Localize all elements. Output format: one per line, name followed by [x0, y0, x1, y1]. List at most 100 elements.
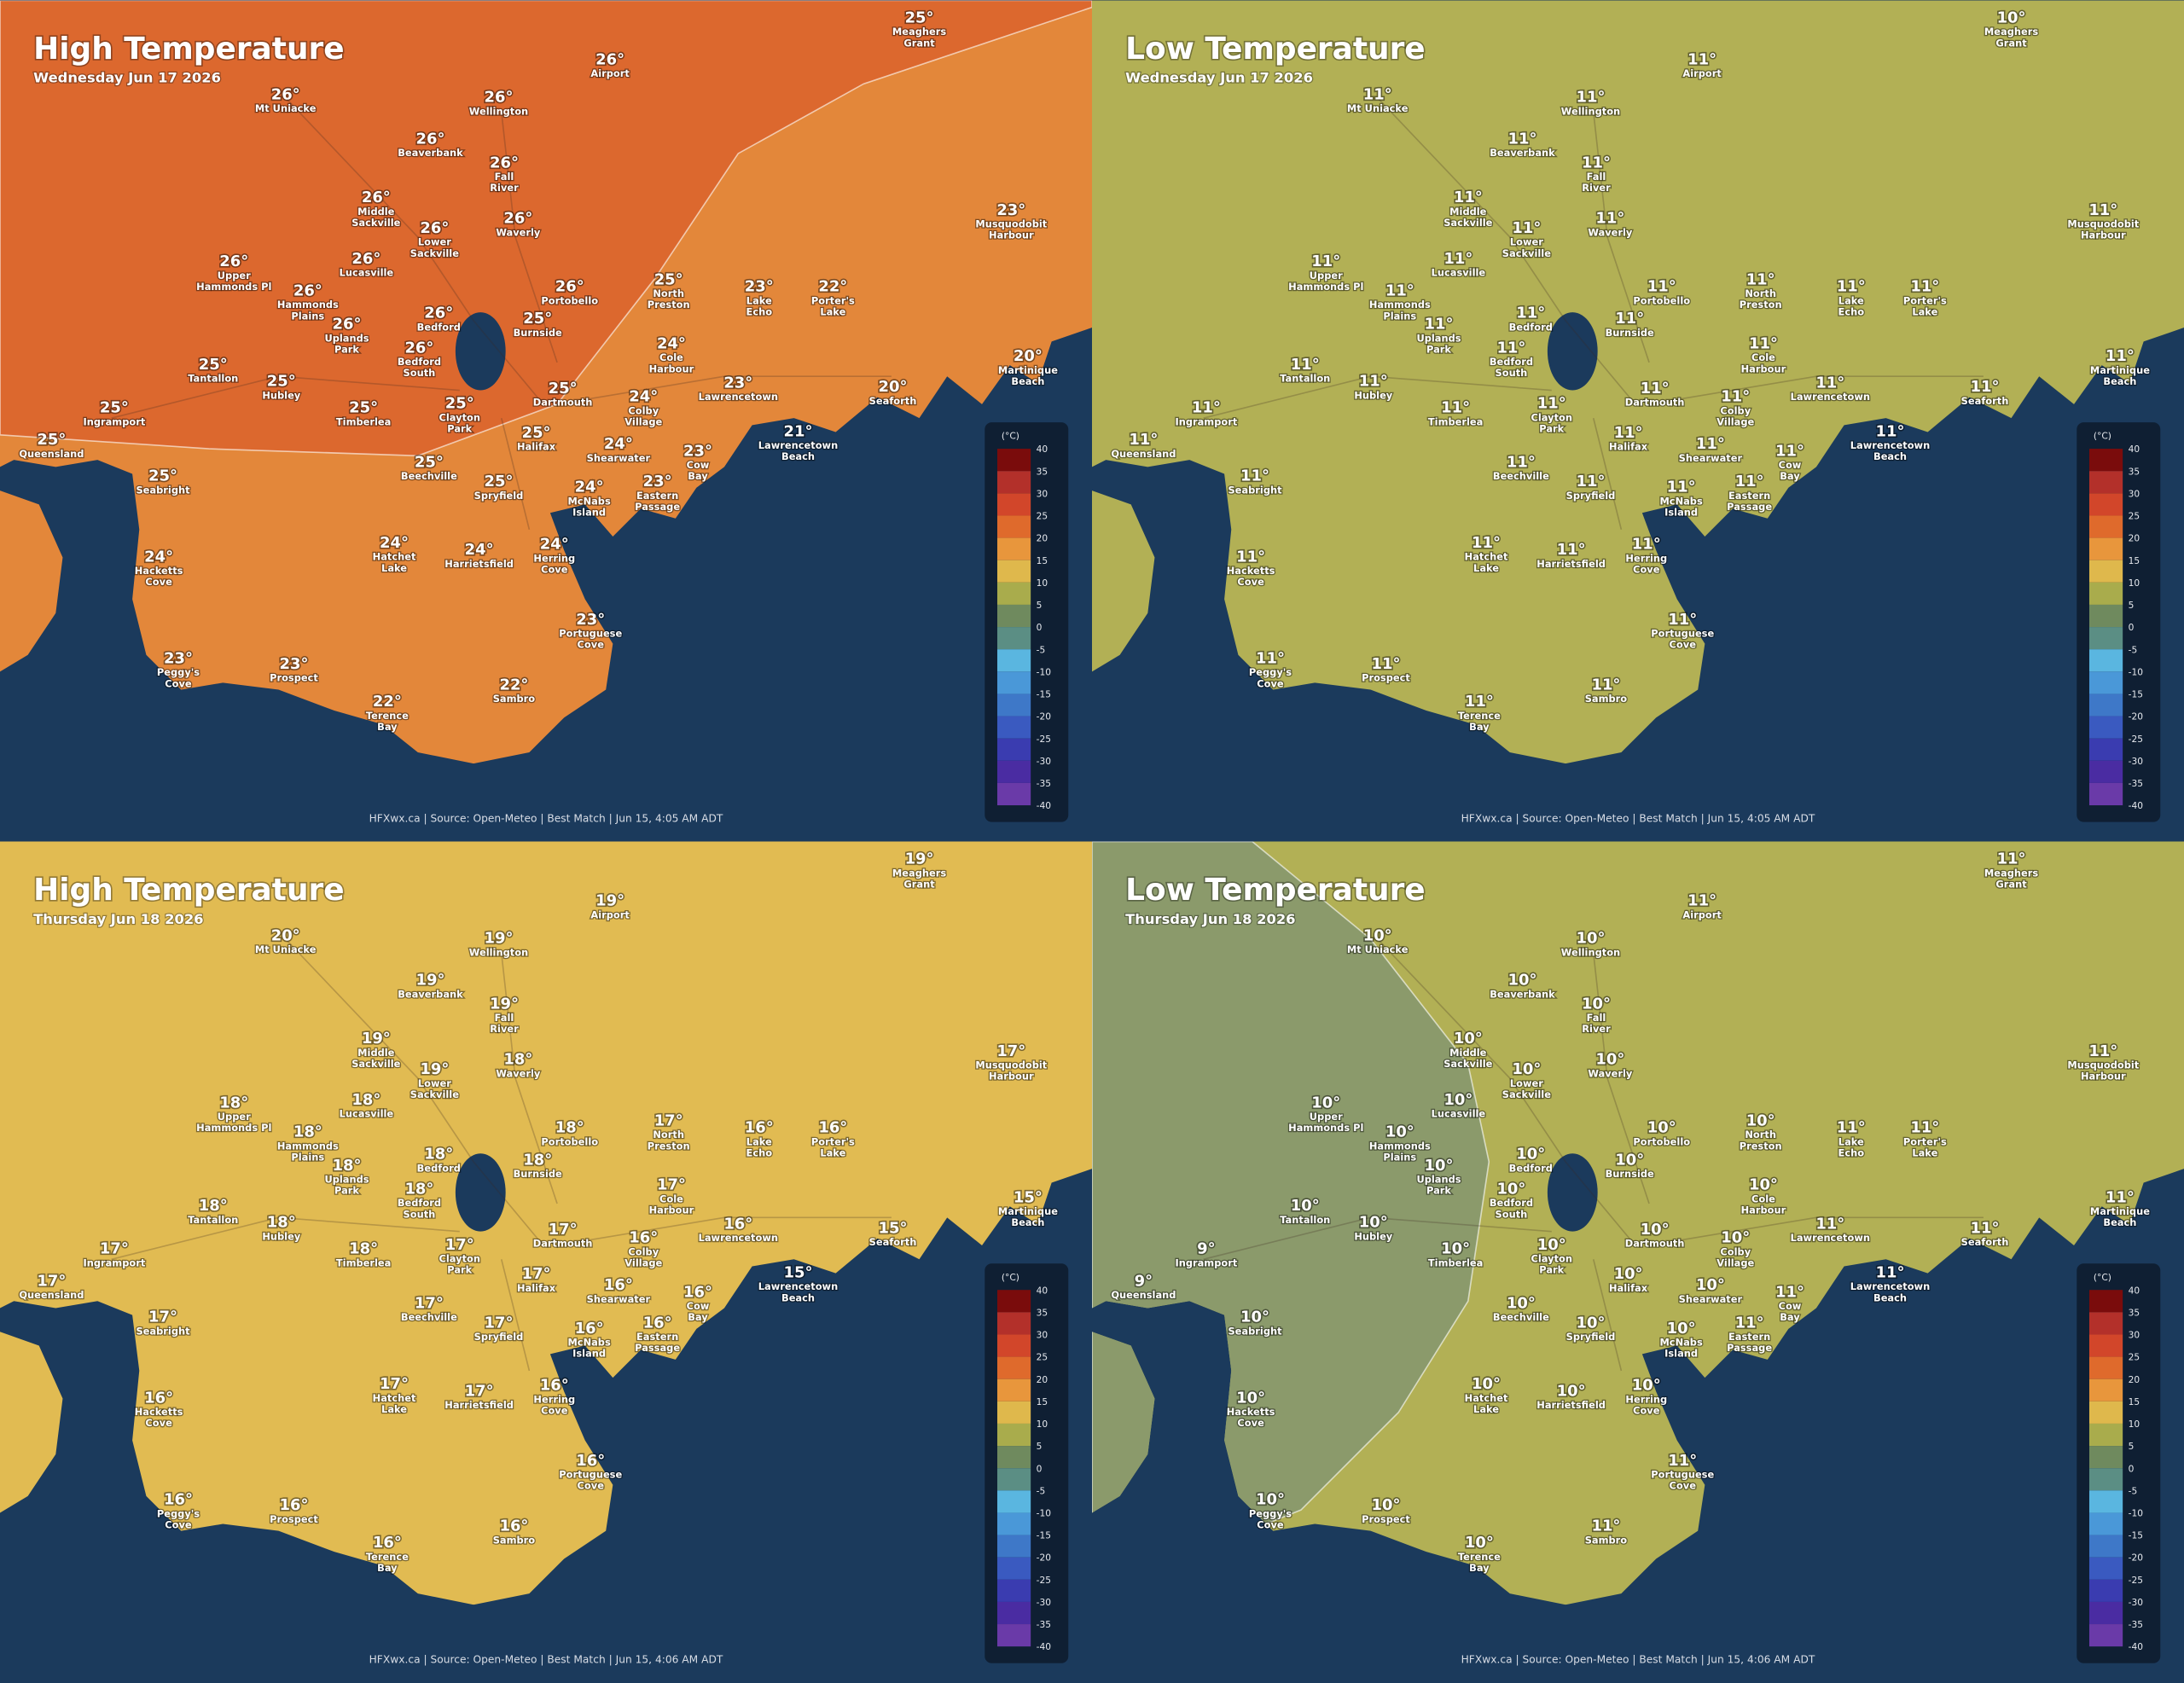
legend-label: 40 [2129, 1285, 2140, 1296]
place-name: Musquodobit [2067, 1059, 2139, 1071]
place-name: Terence [366, 710, 409, 722]
place-temp: 11° [1735, 1314, 1764, 1332]
place-name: Cove [1670, 1480, 1697, 1492]
place-name: Hammonds Pl [1288, 281, 1363, 293]
place-temp: 11° [1815, 1215, 1844, 1233]
place-name: Bedford [398, 356, 441, 368]
place-name: Hacketts [135, 1406, 183, 1418]
place-name: Prospect [270, 672, 318, 684]
place-temp: 11° [2106, 1188, 2135, 1206]
place-name: Shearwater [587, 1293, 651, 1305]
place-name: Harrietsfield [1536, 1399, 1606, 1411]
legend-label: 5 [1037, 600, 1043, 611]
legend-swatch [2088, 694, 2123, 717]
place-name: Village [1716, 1256, 1754, 1268]
place-name: Middle [357, 206, 394, 218]
place-label: 10°Seabright [1227, 1307, 1283, 1338]
place-label: 25°Ingramport [82, 398, 147, 429]
place-name: Lawrencetown [1791, 391, 1870, 403]
place-temp: 11° [1512, 219, 1541, 237]
legend-swatch [2088, 493, 2123, 516]
place-temp: 26° [555, 278, 584, 296]
place-temp: 16° [373, 1534, 402, 1552]
place-temp: 10° [1465, 1534, 1494, 1552]
place-name: Ingramport [1175, 415, 1237, 427]
place-name: Bedford [417, 1162, 461, 1174]
place-name: Park [1426, 343, 1451, 355]
place-temp: 26° [595, 50, 624, 68]
place-temp: 11° [1192, 399, 1221, 417]
place-name: Dartmouth [533, 396, 593, 408]
legend-label: 0 [1037, 1463, 1043, 1474]
place-temp: 11° [1910, 1119, 1939, 1137]
place-name: Musquodobit [975, 1059, 1047, 1071]
place-name: North [653, 1129, 684, 1140]
place-name: Mt Uniacke [255, 102, 317, 114]
place-temp: 11° [1591, 676, 1620, 694]
map-panel: High Temperature Wednesday Jun 17 2026 25°… [0, 0, 1092, 842]
place-name: Harrietsfield [444, 558, 514, 570]
place-temp: 25° [485, 473, 514, 490]
place-name: Harbour [989, 229, 1034, 241]
place-name: South [404, 367, 436, 379]
place-temp: 16° [499, 1518, 528, 1535]
place-temp: 11° [1746, 270, 1775, 288]
place-name: Clayton [1531, 1253, 1572, 1265]
place-temp: 16° [745, 1119, 774, 1137]
place-name: Beaverbank [398, 147, 463, 159]
place-name: Beach [1873, 1291, 1907, 1303]
place-temp: 19° [595, 892, 624, 910]
place-name: Mt Uniacke [1347, 943, 1409, 955]
place-temp: 25° [415, 453, 444, 471]
legend-label: -15 [1037, 1530, 1051, 1541]
place-name: Cole [1751, 1193, 1775, 1204]
place-name: Sackville [1443, 1058, 1492, 1070]
legend-swatch [996, 1356, 1031, 1379]
place-name: North [1745, 287, 1776, 299]
place-name: Park [334, 1185, 359, 1197]
place-temp: 10° [1746, 1112, 1775, 1130]
legend-swatch [996, 582, 1031, 605]
legend-label: 15 [1037, 555, 1048, 566]
place-name: Cove [578, 639, 605, 651]
place-name: Harbour [1741, 363, 1786, 374]
bedford-basin [1547, 1153, 1598, 1232]
legend-label: -5 [2129, 1485, 2138, 1496]
place-temp: 18° [293, 1123, 322, 1141]
place-temp: 11° [1749, 335, 1778, 353]
place-label: 11°Sambro [1583, 675, 1628, 706]
place-name: Sackville [351, 217, 400, 229]
place-name: Hubley [1354, 389, 1392, 401]
place-name: Fall [495, 171, 514, 183]
place-temp: 11° [1129, 431, 1158, 449]
place-name: Burnside [1606, 327, 1654, 339]
place-name: Cow [1779, 459, 1802, 471]
place-temp: 11° [1236, 548, 1265, 566]
legend-swatch [996, 604, 1031, 628]
place-name: Porter's [811, 294, 855, 306]
temperature-zone [0, 0, 1092, 457]
place-name: Portuguese [559, 1469, 622, 1481]
place-temp: 16° [144, 1389, 173, 1407]
place-name: Lawrencetown [699, 1232, 778, 1244]
place-temp: 24° [604, 435, 633, 453]
place-name: Hammonds [1369, 299, 1431, 310]
place-temp: 26° [293, 282, 322, 300]
place-temp: 11° [1557, 541, 1586, 559]
place-name: River [1582, 182, 1611, 194]
place-name: Lake [1912, 1146, 1937, 1158]
place-name: Lake [820, 1146, 845, 1158]
place-name: Bay [377, 1562, 398, 1574]
legend-unit: (°C) [1002, 431, 1019, 442]
place-label: 17°Queensland [18, 1271, 85, 1303]
place-temp: 15° [784, 1264, 813, 1282]
place-name: Portobello [1633, 1135, 1690, 1147]
